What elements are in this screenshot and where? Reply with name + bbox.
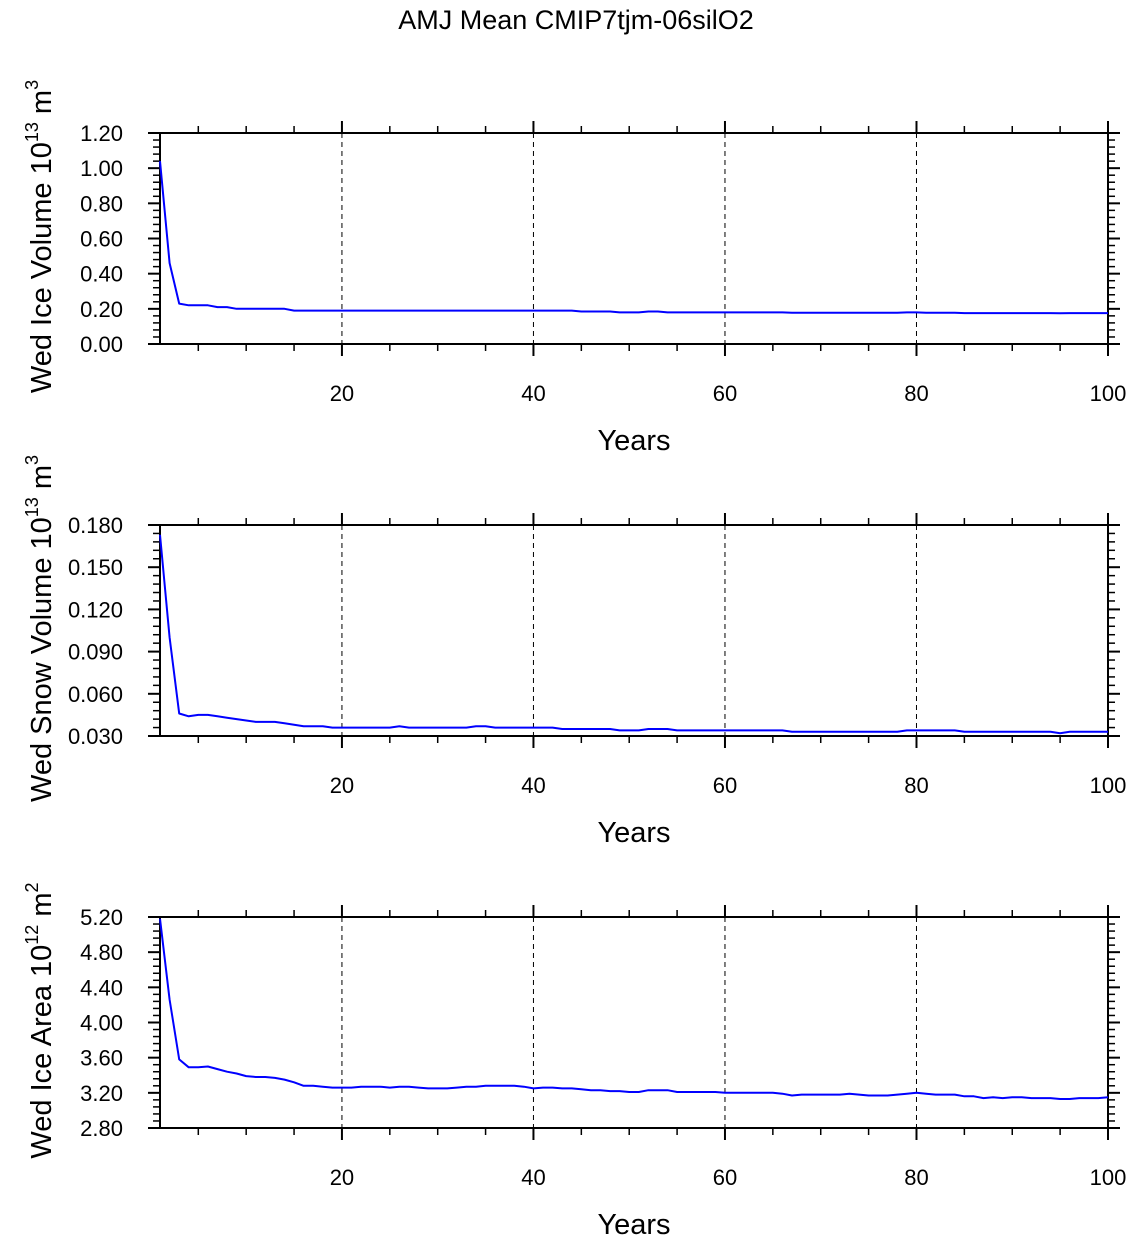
y-axis-unit: m [26,892,58,924]
y-tick-label: 3.60 [80,1046,123,1071]
y-axis-title: Wed Snow Volume 1013 m3 [22,455,58,802]
y-tick-label: 1.00 [80,156,123,181]
y-tick-label: 0.60 [80,227,123,252]
y-axis-exponent: 13 [22,497,42,517]
x-tick-label: 100 [1090,773,1127,798]
plot-frame [159,524,1109,737]
y-tick-label: 3.20 [80,1081,123,1106]
x-tick-label: 80 [904,381,928,406]
y-axis-unit-exponent: 3 [22,455,42,465]
plot-frame [159,916,1109,1129]
y-axis-exponent: 12 [22,925,42,945]
x-tick-label: 60 [713,773,737,798]
y-tick-label: 0.180 [68,513,123,538]
y-axis-title: Wed Ice Area 1012 m2 [22,882,58,1158]
y-tick-label: 0.030 [68,724,123,749]
panel-1: 20 40 60 80 100 0.00 0.20 0.40 0.60 0.80 1.00 1.20 Y… [22,80,1126,457]
x-tick-label: 40 [521,773,545,798]
series-line [159,918,1109,1100]
y-tick-label: 0.80 [80,191,123,216]
x-tick-label: 40 [521,381,545,406]
y-axis-unit: m [26,90,58,122]
x-tick-label: 20 [330,773,354,798]
y-tick-label: 0.120 [68,597,123,622]
x-axis-title: Years [597,425,670,457]
y-axis-label-text: Wed Ice Area 10 [26,945,58,1159]
x-tick-label: 20 [330,381,354,406]
y-axis-title: Wed Ice Volume 1013 m3 [22,80,58,393]
y-tick-label: 0.20 [80,297,123,322]
x-tick-label: 80 [904,1165,928,1190]
y-axis-unit: m [26,465,58,497]
y-tick-label: 4.40 [80,975,123,1000]
y-tick-label: 0.00 [80,332,123,357]
x-tick-label: 40 [521,1165,545,1190]
x-tick-label: 20 [330,1165,354,1190]
panel-3: 20 40 60 80 100 2.80 3.20 3.60 4.00 4.40 4.80 5.20 Y… [22,882,1126,1241]
x-tick-label: 100 [1090,381,1127,406]
x-axis-title: Years [597,1209,670,1241]
y-axis-unit-exponent: 3 [22,80,42,90]
y-axis-unit-exponent: 2 [22,882,42,892]
y-axis-label-text: Wed Ice Volume 10 [26,142,58,393]
x-tick-label: 100 [1090,1165,1127,1190]
y-tick-label: 4.00 [80,1011,123,1036]
chart-title: AMJ Mean CMIP7tjm-06silO2 [398,5,754,35]
y-tick-label: 0.090 [68,640,123,665]
y-tick-label: 5.20 [80,905,123,930]
y-tick-label: 0.150 [68,555,123,580]
y-tick-label: 4.80 [80,940,123,965]
y-axis-exponent: 13 [22,122,42,142]
series-line [159,534,1108,735]
y-axis-label-text: Wed Snow Volume 10 [26,517,58,802]
x-tick-label: 80 [904,773,928,798]
y-tick-label: 2.80 [80,1116,123,1141]
y-tick-label: 1.20 [80,121,123,146]
y-tick-label: 0.060 [68,682,123,707]
x-tick-label: 60 [713,1165,737,1190]
series-line [159,161,1108,315]
panel-2: 20 40 60 80 100 0.030 0.060 0.090 0.120 0.150 0.18… [22,455,1126,849]
x-tick-label: 60 [713,381,737,406]
y-tick-label: 0.40 [80,262,123,287]
x-axis-title: Years [597,817,670,849]
plot-frame [159,132,1109,345]
